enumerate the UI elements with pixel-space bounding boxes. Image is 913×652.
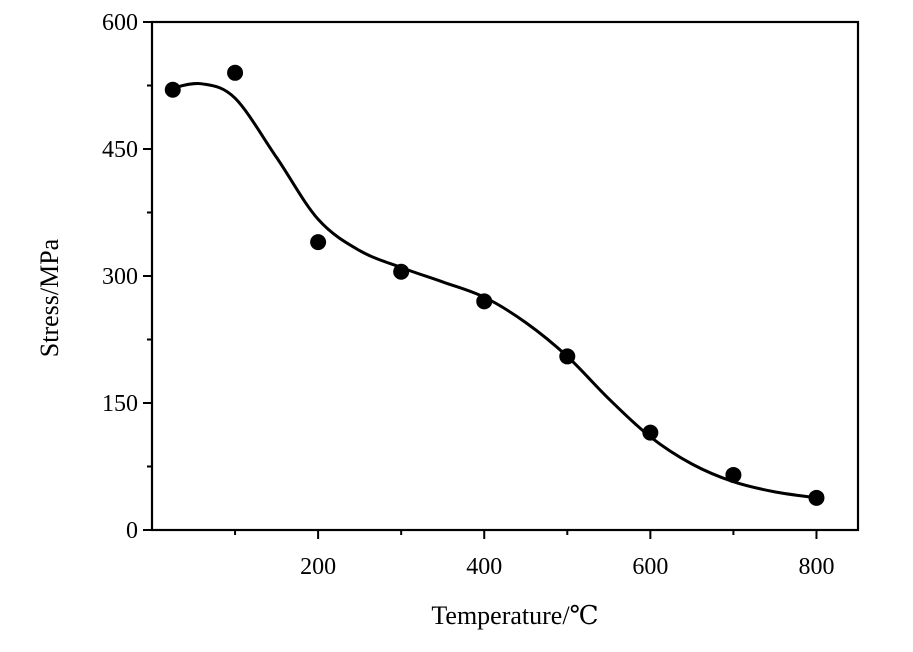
x-tick-label: 600	[632, 554, 668, 580]
y-tick-label: 450	[102, 137, 138, 163]
data-point	[393, 263, 410, 280]
data-point	[476, 293, 493, 310]
x-tick-label: 800	[798, 554, 834, 580]
data-point	[559, 348, 576, 365]
data-point	[642, 424, 659, 441]
data-point	[227, 64, 244, 81]
y-tick-label: 0	[126, 518, 138, 544]
x-tick-label: 200	[300, 554, 336, 580]
x-axis-title: Temperature/℃	[431, 601, 598, 630]
data-point	[725, 466, 742, 483]
y-tick-label: 150	[102, 391, 138, 417]
y-tick-label: 600	[102, 10, 138, 36]
data-point	[164, 81, 181, 98]
y-axis-title: Stress/MPa	[35, 238, 64, 357]
x-axis-ticks: 200 400 600 800	[234, 530, 834, 580]
x-tick-label: 400	[466, 554, 502, 580]
fit-curve	[171, 81, 818, 500]
y-tick-label: 300	[102, 264, 138, 290]
data-point	[310, 234, 327, 251]
y-axis-ticks: 0 150 300 450 600	[102, 10, 152, 544]
data-points	[164, 64, 825, 506]
plot-frame	[150, 20, 860, 532]
data-point	[808, 489, 825, 506]
